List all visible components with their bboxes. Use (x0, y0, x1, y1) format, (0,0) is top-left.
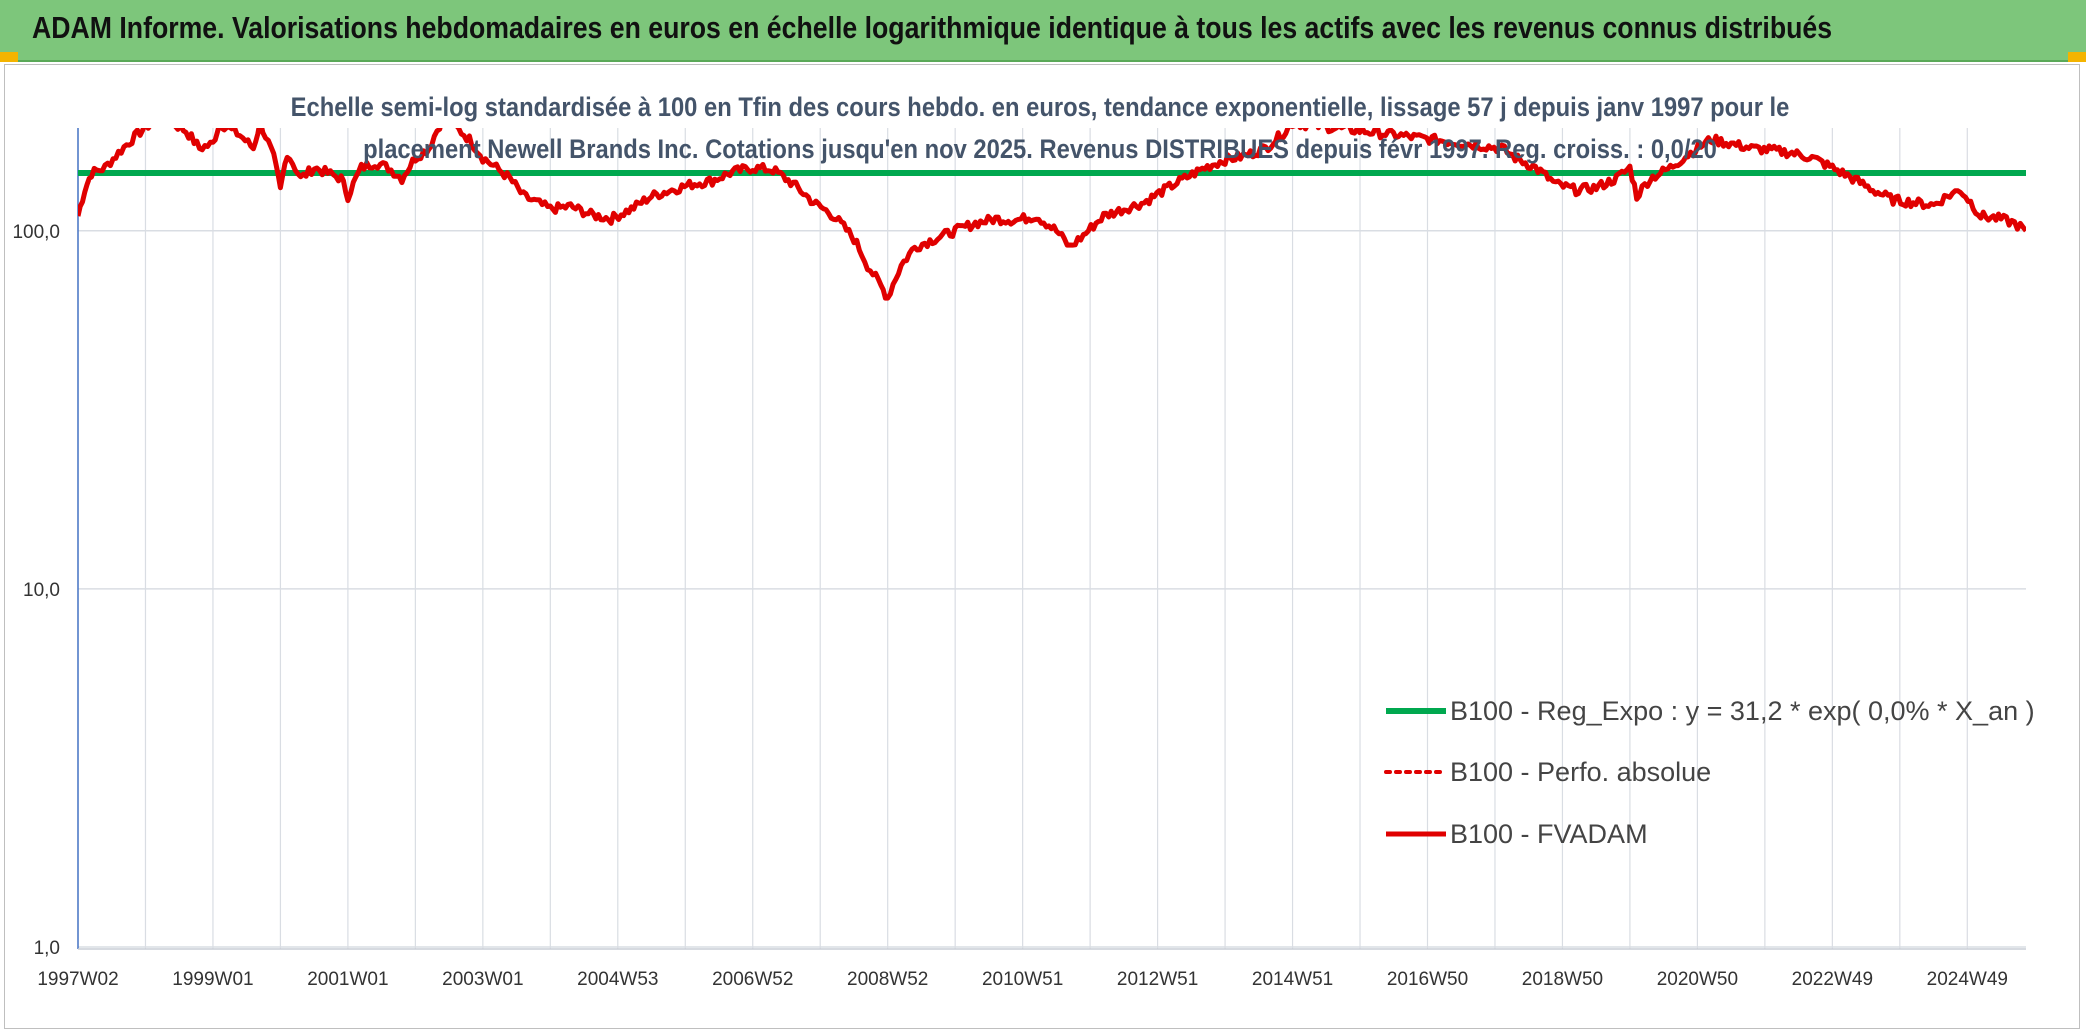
x-tick-label: 2006W52 (712, 969, 793, 990)
legend-label: B100 - Reg_Expo : y = 31,2 * exp( 0,0% *… (1450, 696, 2035, 726)
series-fvadam-line (78, 128, 2026, 301)
banner-title: ADAM Informe. Valorisations hebdomadaire… (32, 10, 1833, 45)
legend: B100 - Reg_Expo : y = 31,2 * exp( 0,0% *… (1384, 696, 2035, 849)
x-tick-label: 2008W52 (847, 969, 928, 990)
legend-label: B100 - Perfo. absolue (1450, 757, 1711, 787)
x-tick-label: 1997W02 (37, 969, 118, 990)
legend-label: B100 - FVADAM (1450, 819, 1648, 849)
x-tick-label: 2010W51 (982, 969, 1063, 990)
x-tick-label: 2020W50 (1657, 969, 1738, 990)
x-tick-label: 2014W51 (1252, 969, 1333, 990)
x-tick-label: 1999W01 (172, 969, 253, 990)
x-tick-label: 2012W51 (1117, 969, 1198, 990)
chart-title: Echelle semi-log standardisée à 100 en T… (290, 92, 1790, 164)
x-tick-label: 2003W01 (442, 969, 523, 990)
grid-layer (78, 128, 2026, 949)
x-tick-label: 2016W50 (1387, 969, 1468, 990)
x-tick-label: 2022W49 (1792, 969, 1873, 990)
y-tick-label: 100,0 (12, 222, 60, 243)
x-tick-label: 2001W01 (307, 969, 388, 990)
x-tick-label: 2018W50 (1522, 969, 1603, 990)
corner-mark-right (2068, 52, 2086, 62)
axis-layer: 1,0 10,0 100,0 1997W02 1999W01 2001W01 2003W01… (12, 128, 2026, 990)
y-tick-label: 10,0 (23, 580, 60, 601)
series-layer (78, 128, 2026, 301)
y-tick-label: 1,0 (34, 938, 60, 959)
header-banner: ADAM Informe. Valorisations hebdomadaire… (0, 0, 2086, 62)
x-tick-label: 2024W49 (1927, 969, 2008, 990)
chart-frame (4, 64, 2080, 1029)
corner-mark-left (0, 52, 18, 62)
x-tick-label: 2004W53 (577, 969, 658, 990)
